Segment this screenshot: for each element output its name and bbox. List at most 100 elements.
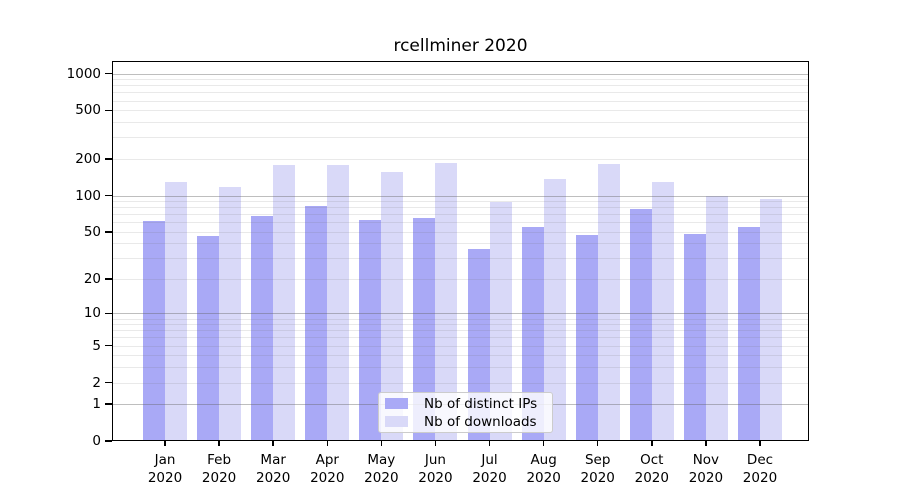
minor-gridline	[112, 355, 809, 357]
y-tick-mark	[105, 158, 112, 160]
x-tick-label-jan: Jan 2020	[147, 452, 183, 486]
y-tick-label: 10	[83, 305, 101, 322]
bar-downloads-aug	[543, 178, 566, 441]
x-tick-label-nov: Nov 2020	[688, 452, 724, 486]
bar-distinct-ips-mar	[251, 215, 274, 441]
bar-downloads-feb	[219, 187, 242, 441]
y-tick-label: 200	[75, 150, 101, 167]
bar-downloads-jun	[435, 162, 458, 441]
minor-gridline	[112, 110, 809, 112]
legend-item-distinct-ips: Nb of distinct IPs	[385, 395, 546, 412]
y-tick-mark	[105, 109, 112, 111]
y-tick-mark	[105, 403, 112, 405]
y-tick-label: 20	[83, 271, 101, 288]
minor-gridline	[112, 231, 809, 233]
x-tick-mark	[488, 441, 491, 446]
y-tick-label: 100	[75, 187, 101, 204]
x-tick-label-apr: Apr 2020	[310, 452, 345, 486]
bar-distinct-ips-jun	[413, 218, 436, 441]
minor-gridline	[112, 85, 809, 87]
y-tick-mark	[105, 72, 112, 75]
minor-gridline	[112, 79, 809, 81]
y-tick-label: 2	[92, 374, 101, 391]
minor-gridline	[112, 367, 809, 369]
minor-gridline	[112, 337, 809, 339]
bar-downloads-may	[381, 172, 404, 441]
bar-downloads-nov	[705, 195, 728, 441]
bar-distinct-ips-dec	[737, 226, 760, 441]
minor-gridline	[112, 324, 809, 326]
bar-distinct-ips-feb	[197, 236, 220, 441]
bar-distinct-ips-nov	[683, 233, 706, 441]
bar-downloads-oct	[651, 182, 674, 441]
bar-downloads-jan	[165, 182, 187, 441]
x-tick-mark	[164, 441, 166, 446]
minor-gridline	[112, 214, 809, 216]
x-tick-mark	[597, 441, 599, 446]
minor-gridline	[112, 222, 809, 224]
bar-distinct-ips-aug	[521, 226, 544, 441]
bar-distinct-ips-jan	[143, 220, 165, 441]
minor-gridline	[112, 243, 809, 245]
bar-downloads-sep	[597, 164, 620, 441]
x-tick-label-feb: Feb 2020	[201, 452, 237, 486]
y-tick-label: 1	[92, 396, 101, 413]
y-tick-mark	[105, 194, 112, 197]
x-tick-mark	[705, 441, 707, 446]
minor-gridline	[112, 258, 809, 260]
x-tick-label-jun: Jun 2020	[418, 452, 453, 486]
x-tick-label-sep: Sep 2020	[580, 452, 615, 486]
x-tick-label-jul: Jul 2020	[472, 452, 507, 486]
y-tick-label: 50	[83, 223, 101, 240]
bar-distinct-ips-sep	[575, 235, 598, 441]
bars-layer	[112, 61, 809, 441]
minor-gridline	[112, 201, 809, 203]
y-tick-label: 5	[92, 337, 101, 354]
x-tick-mark	[380, 441, 383, 446]
bar-downloads-dec	[759, 198, 782, 441]
legend: Nb of distinct IPs Nb of downloads	[378, 392, 553, 433]
y-tick-mark	[105, 381, 112, 384]
major-gridline	[112, 195, 809, 197]
x-tick-mark	[651, 441, 653, 446]
y-tick-label: 0	[92, 433, 101, 449]
legend-swatch-distinct-ips	[385, 398, 408, 409]
y-tick-mark	[105, 344, 112, 347]
bar-distinct-ips-apr	[305, 205, 328, 441]
major-gridline	[112, 73, 809, 75]
bar-distinct-ips-oct	[629, 209, 652, 441]
x-tick-mark	[326, 441, 328, 446]
bar-downloads-jul	[489, 201, 512, 441]
y-tick-label: 500	[75, 102, 101, 119]
minor-gridline	[112, 345, 809, 347]
legend-label-distinct-ips: Nb of distinct IPs	[424, 395, 538, 412]
minor-gridline	[112, 137, 809, 139]
y-tick-mark	[105, 312, 112, 315]
x-tick-mark	[218, 441, 220, 446]
x-tick-mark	[759, 441, 761, 446]
minor-gridline	[112, 318, 809, 320]
y-tick-mark	[105, 231, 112, 233]
chart-title: rcellminer 2020	[393, 36, 528, 56]
legend-swatch-downloads	[385, 416, 408, 427]
legend-label-downloads: Nb of downloads	[424, 413, 537, 430]
minor-gridline	[112, 382, 809, 384]
y-tick-mark	[105, 278, 112, 280]
x-tick-mark	[272, 441, 274, 446]
bar-downloads-mar	[273, 165, 296, 441]
x-tick-label-aug: Aug 2020	[526, 452, 561, 486]
x-tick-label-dec: Dec 2020	[742, 452, 778, 486]
grid-layer	[112, 61, 809, 441]
minor-gridline	[112, 330, 809, 332]
minor-gridline	[112, 122, 809, 124]
x-tick-label-oct: Oct 2020	[634, 452, 669, 486]
major-gridline	[112, 313, 809, 315]
x-tick-mark	[434, 441, 437, 446]
plot-area: Nb of distinct IPs Nb of downloads	[112, 61, 809, 441]
minor-gridline	[112, 158, 809, 160]
bar-downloads-apr	[327, 164, 350, 441]
x-tick-label-mar: Mar 2020	[255, 452, 291, 486]
minor-gridline	[112, 92, 809, 94]
minor-gridline	[112, 279, 809, 281]
